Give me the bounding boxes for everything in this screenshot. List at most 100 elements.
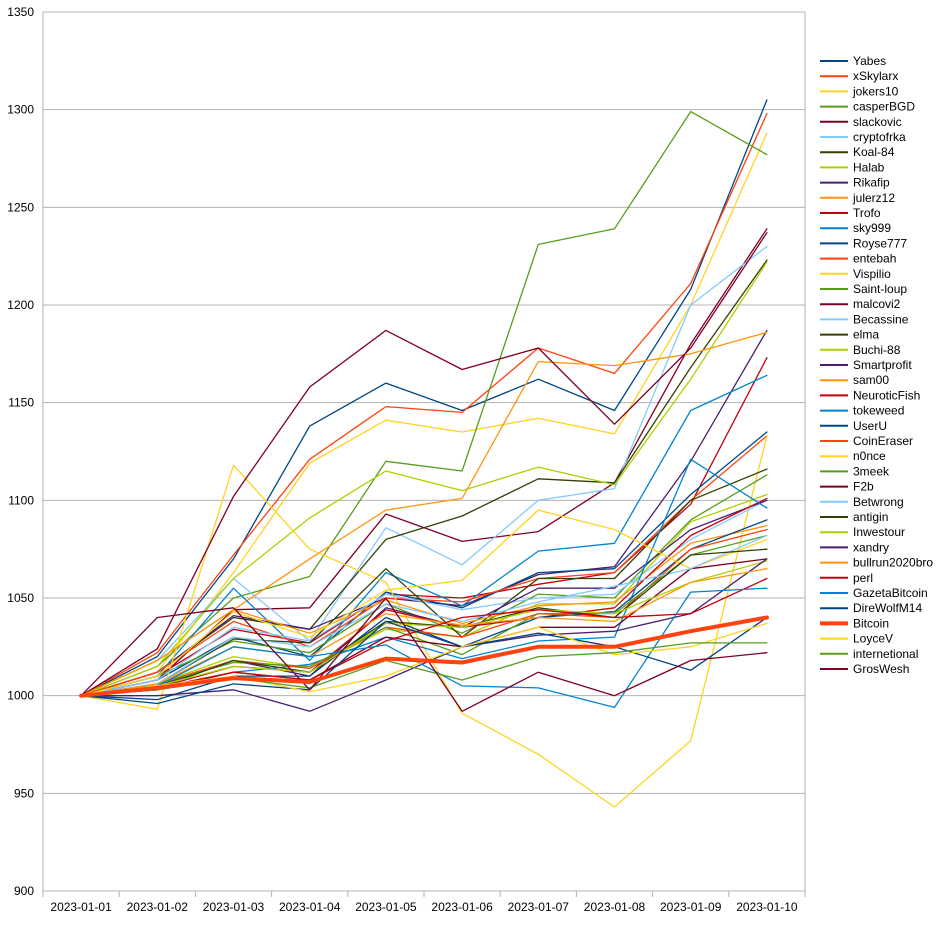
x-tick-label: 2023-01-03	[203, 900, 265, 914]
legend-label: Saint-loup	[853, 282, 907, 296]
series-line-neuroticfish	[80, 497, 768, 697]
legend-item: F2b	[820, 480, 874, 494]
legend-item: Vispilio	[820, 267, 891, 281]
legend-label: julerz12	[852, 191, 895, 205]
legend-label: cryptofrka	[853, 130, 906, 144]
series-line-elma	[80, 468, 768, 697]
legend-item: 3meek	[820, 464, 890, 478]
legend-item: Rikafip	[820, 176, 890, 190]
legend-label: Smartprofit	[853, 358, 912, 372]
series-line-koal-84	[80, 259, 768, 697]
legend-item: n0nce	[820, 449, 886, 463]
series-lines	[79, 99, 769, 808]
legend-item: Koal-84	[820, 145, 895, 159]
x-axis: 2023-01-01 2023-01-02 2023-01-03 2023-01-04…	[42, 891, 806, 914]
series-line-n0nce	[80, 509, 768, 697]
legend-label: NeuroticFish	[853, 388, 920, 402]
legend-label: casperBGD	[853, 100, 915, 114]
y-tick-label: 900	[14, 884, 34, 898]
x-tick-label: 2023-01-10	[736, 900, 798, 914]
series-line-coineraser	[80, 528, 768, 697]
legend-item: cryptofrka	[820, 130, 906, 144]
y-tick-label: 1050	[7, 591, 34, 605]
legend-item: internetional	[820, 647, 918, 661]
legend-label: elma	[853, 328, 879, 342]
series-line-internetional	[80, 642, 768, 697]
y-tick-label: 1100	[8, 493, 34, 507]
legend-item: Saint-loup	[820, 282, 907, 296]
series-line-perl	[80, 577, 768, 697]
series-line-antigin	[80, 548, 768, 697]
y-tick-label: 950	[14, 786, 34, 800]
legend-item: UserU	[820, 419, 887, 433]
series-line-groswesh	[80, 597, 768, 712]
legend-label: DireWolfM14	[853, 601, 922, 615]
legend-label: F2b	[853, 480, 874, 494]
series-line-casperbgd	[80, 110, 768, 697]
legend-label: Vispilio	[853, 267, 891, 281]
legend-label: UserU	[853, 419, 887, 433]
legend-item: slackovic	[820, 115, 902, 129]
legend-label: entebah	[853, 252, 896, 266]
series-line-becassine	[80, 499, 768, 697]
legend-label: Becassine	[853, 312, 909, 326]
legend-item: xSkylarx	[820, 69, 898, 83]
legend-label: sam00	[853, 373, 889, 387]
series-line-trofo	[80, 357, 768, 697]
legend-label: xandry	[853, 540, 889, 554]
legend-item: Royse777	[820, 236, 907, 250]
series-line-gazetabitcoin	[80, 587, 768, 709]
legend-item: GrosWesh	[820, 662, 909, 676]
x-tick-label: 2023-01-09	[660, 900, 722, 914]
legend-item: Buchi-88	[820, 343, 901, 357]
legend-label: GrosWesh	[853, 662, 909, 676]
legend-label: Yabes	[853, 54, 886, 68]
legend-item: jokers10	[820, 84, 899, 98]
legend-item: malcovi2	[820, 297, 901, 311]
legend-item: NeuroticFish	[820, 388, 920, 402]
series-line-inwestour	[80, 560, 768, 697]
grid	[42, 11, 806, 892]
x-tick-label: 2023-01-02	[127, 900, 189, 914]
legend-item: sam00	[820, 373, 889, 387]
legend-item: Yabes	[820, 54, 886, 68]
series-line-buchi-88	[80, 493, 768, 697]
legend-item: Trofo	[820, 206, 881, 220]
series-line-direwolfm14	[80, 616, 768, 705]
series-line-bullrun2020bro	[80, 568, 768, 697]
x-tick-label: 2023-01-06	[431, 900, 493, 914]
legend-item: perl	[820, 571, 873, 585]
legend-item: CoinEraser	[820, 434, 913, 448]
legend-label: jokers10	[852, 84, 899, 98]
legend-label: 3meek	[853, 464, 890, 478]
legend-label: antigin	[853, 510, 888, 524]
legend-label: Rikafip	[853, 176, 890, 190]
legend-label: Bitcoin	[853, 616, 889, 630]
legend-label: malcovi2	[853, 297, 901, 311]
y-tick-label: 1350	[7, 5, 34, 19]
legend-label: tokeweed	[853, 404, 904, 418]
legend-item: antigin	[820, 510, 888, 524]
legend-label: Halab	[853, 160, 885, 174]
legend-item: elma	[820, 328, 879, 342]
legend-item: LoyceV	[820, 632, 893, 646]
legend-item: tokeweed	[820, 404, 904, 418]
legend-label: Buchi-88	[853, 343, 901, 357]
series-line-sam00	[80, 525, 768, 697]
x-tick-label: 2023-01-08	[584, 900, 646, 914]
legend-label: LoyceV	[853, 632, 893, 646]
legend-item: Betwrong	[820, 495, 904, 509]
legend-item: DireWolfM14	[820, 601, 922, 615]
y-tick-label: 1150	[8, 396, 34, 410]
legend-label: sky999	[853, 221, 891, 235]
legend-label: perl	[853, 571, 873, 585]
legend-label: internetional	[853, 647, 918, 661]
legend-label: GazetaBitcoin	[853, 586, 928, 600]
series-line-sky999	[80, 374, 768, 697]
series-line-cryptofrka	[80, 245, 768, 697]
legend-item: bullrun2020bro	[820, 556, 933, 570]
series-line-3meek	[80, 534, 768, 697]
legend-item: sky999	[820, 221, 891, 235]
series-line-bitcoin	[79, 615, 769, 698]
